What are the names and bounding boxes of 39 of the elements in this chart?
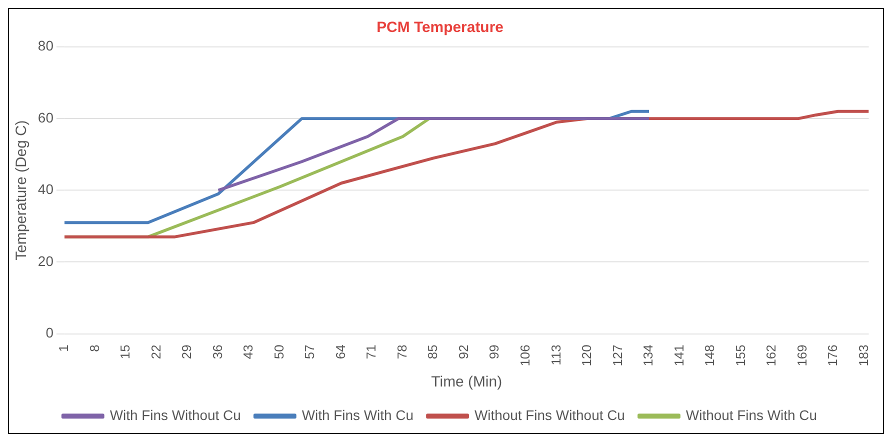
x-tick-label: 36 [210, 344, 225, 360]
x-tick-label: 176 [825, 344, 840, 366]
x-tick-label: 169 [794, 344, 810, 366]
x-tick-label: 78 [394, 344, 410, 360]
x-tick-label: 85 [425, 344, 440, 360]
y-axis-title: Temperature (Deg C) [13, 120, 30, 260]
x-tick-label: 8 [86, 344, 102, 352]
x-tick-label: 155 [732, 344, 748, 366]
x-tick-label: 64 [332, 344, 348, 360]
x-tick-label: 120 [579, 344, 594, 366]
x-tick-label: 148 [702, 344, 718, 366]
y-tick-label: 60 [38, 109, 54, 126]
x-tick-label: 113 [548, 344, 564, 366]
chart-title: PCM Temperature [376, 19, 504, 36]
x-tick-label: 71 [364, 344, 379, 360]
legend-label: Without Fins Without Cu [474, 406, 625, 423]
x-tick-label: 99 [486, 344, 502, 360]
x-tick-label: 141 [671, 344, 686, 366]
legend-label: Without Fins With Cu [686, 406, 817, 423]
legend-label: With Fins Without Cu [110, 406, 241, 423]
y-tick-label: 0 [46, 324, 54, 341]
x-tick-label: 127 [610, 344, 625, 366]
x-axis-title: Time (Min) [431, 373, 502, 390]
x-tick-label: 57 [302, 344, 318, 360]
x-tick-label: 22 [148, 344, 164, 360]
x-tick-label: 15 [118, 344, 133, 360]
x-tick-label: 50 [271, 344, 286, 360]
x-tick-label: 92 [456, 344, 471, 360]
y-tick-label: 80 [38, 38, 54, 54]
x-tick-label: 1 [56, 344, 72, 352]
x-tick-label: 162 [764, 344, 779, 366]
legend-label: With Fins With Cu [302, 406, 414, 423]
y-tick-label: 20 [38, 252, 54, 269]
x-tick-label: 106 [518, 344, 533, 366]
x-tick-label: 43 [240, 344, 256, 360]
y-tick-label: 40 [38, 181, 54, 198]
x-tick-label: 183 [856, 344, 871, 366]
x-tick-label: 29 [179, 344, 194, 360]
x-tick-label: 134 [640, 344, 656, 366]
